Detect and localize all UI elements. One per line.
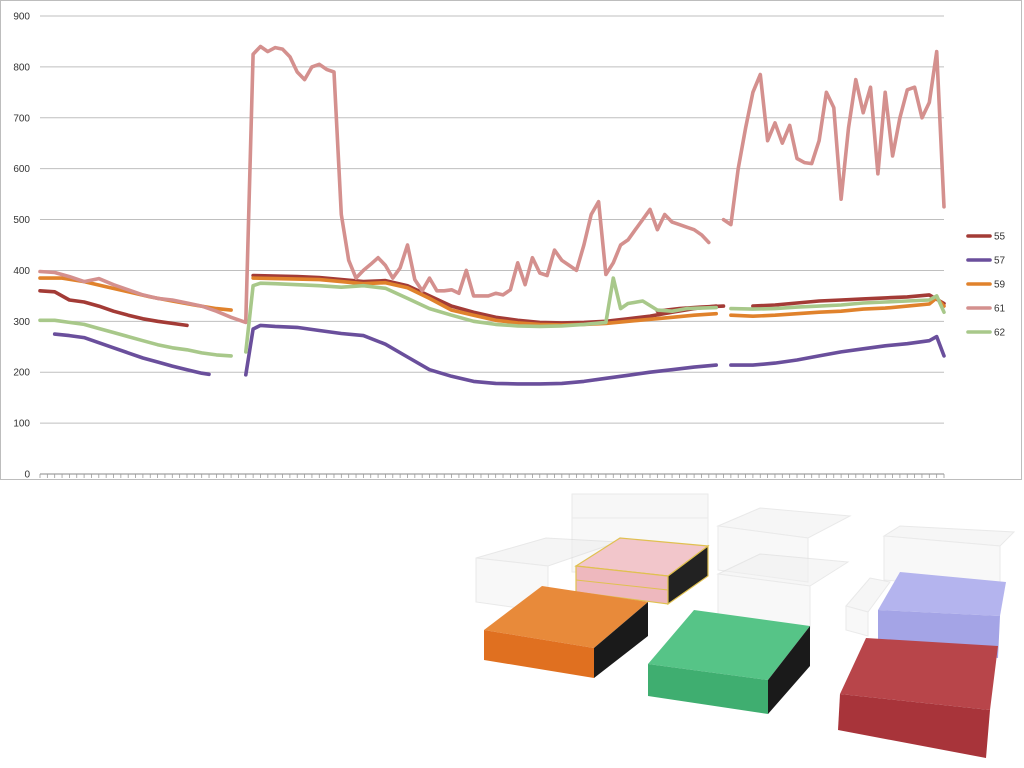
legend-label-59: 59 xyxy=(994,280,1006,291)
series-line-57 xyxy=(244,323,719,386)
series-line-62 xyxy=(244,276,719,354)
series-line-62 xyxy=(38,318,233,358)
series-line-61 xyxy=(721,49,946,227)
y-tick-label: 900 xyxy=(13,12,30,23)
series-line-55 xyxy=(251,273,719,325)
grid-layer: 0 100 200 300 400 500 600 700 800 900 xyxy=(13,12,944,481)
series-line-61 xyxy=(244,44,711,324)
series-line-57 xyxy=(52,332,211,377)
green-box xyxy=(648,610,810,714)
legend: 55 57 59 61 62 xyxy=(966,232,1006,339)
orange-box xyxy=(484,586,648,678)
ghost-box-mid xyxy=(716,553,850,629)
series-line-62 xyxy=(729,294,946,315)
y-tick-label: 400 xyxy=(13,266,30,277)
y-tick-label: 800 xyxy=(13,62,30,73)
legend-label-57: 57 xyxy=(994,256,1006,267)
series-57 xyxy=(52,323,946,386)
y-tick-label: 600 xyxy=(13,164,30,175)
block-illustration xyxy=(475,493,1016,758)
series-line-55 xyxy=(751,293,946,308)
red-box xyxy=(838,638,998,758)
series-line-57 xyxy=(729,334,946,367)
series-line-59 xyxy=(251,276,719,327)
series-line-59 xyxy=(729,296,946,319)
x-ticks xyxy=(39,474,945,478)
chart-frame xyxy=(0,0,1022,480)
y-tick-label: 500 xyxy=(13,215,30,226)
series-layer xyxy=(38,44,946,386)
series-61 xyxy=(38,44,946,325)
y-tick-label: 200 xyxy=(13,368,30,379)
line-chart: 0 100 200 300 400 500 600 700 800 900 55 57 59 61 62 xyxy=(13,12,1006,481)
y-tick-label: 100 xyxy=(13,419,30,430)
legend-label-61: 61 xyxy=(994,304,1006,315)
y-tick-label: 0 xyxy=(24,470,30,481)
legend-label-62: 62 xyxy=(994,328,1006,339)
series-62 xyxy=(38,276,946,358)
legend-label-55: 55 xyxy=(994,232,1006,243)
y-tick-label: 300 xyxy=(13,317,30,328)
highlighted-box xyxy=(574,537,710,606)
y-tick-label: 700 xyxy=(13,113,30,124)
ghost-box-right xyxy=(845,577,891,637)
series-line-61 xyxy=(38,269,248,325)
series-line-55 xyxy=(38,288,189,328)
